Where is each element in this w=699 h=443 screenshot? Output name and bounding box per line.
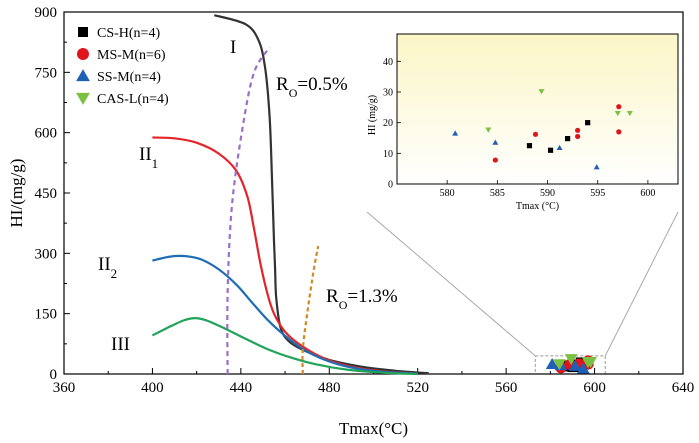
y-tick-label: 450 (35, 186, 58, 202)
inset-y-tick-label: 40 (383, 57, 393, 68)
curve-label-3: II2 (98, 254, 117, 281)
inset-sample-ss-m (492, 139, 499, 145)
connector-right (604, 211, 679, 357)
curve-label-1: I (230, 37, 236, 58)
legend-label-4: CAS-L(n=4) (97, 92, 169, 107)
inset-sample-cs-h (547, 147, 554, 153)
inset-sample-ms-m (532, 131, 539, 137)
inset-x-axis-title: Tmax (°C) (516, 201, 559, 212)
curve-label-2: II1 (139, 144, 158, 171)
sample-ss-m (545, 358, 559, 370)
sample-cas-l (564, 354, 578, 366)
inset-y-tick-label: 0 (388, 180, 393, 191)
inset-sample-ms-m (616, 104, 622, 110)
inset-sample-cas-l (538, 89, 545, 95)
inset-sample-cs-h (526, 143, 533, 149)
curve-ii2 (152, 254, 418, 375)
main-plot-area: 360 400 440 480 520 560 600 6400150300450600750… (7, 5, 694, 438)
x-tick-label: 360 (53, 380, 76, 396)
y-tick-label: 900 (35, 5, 58, 21)
ro-label-2: RO=1.3% (326, 286, 398, 312)
inset-sample-ms-m (492, 157, 498, 163)
sample-ss-m (568, 359, 582, 371)
x-tick-label: 440 (230, 380, 253, 396)
inset-sample-ss-m (556, 144, 563, 151)
inset-sample-cas-l (614, 110, 621, 117)
inset-sample-ss-m (452, 130, 459, 136)
inset-x-tick-label: 585 (490, 188, 505, 199)
main-sample-markers (545, 354, 597, 374)
inset-sample-cas-l (626, 110, 633, 117)
inset-zoom-chart: 580 585 590 595 600 0 10 20 30 40 Tmax (°C) HI (mg/… (367, 28, 682, 212)
ro-line-1 (226, 46, 271, 375)
kerogen-curves (151, 14, 429, 376)
x-tick-label: 600 (583, 380, 606, 396)
x-axis-title: Tmax(°C) (339, 419, 408, 438)
y-tick-label: 0 (50, 367, 58, 383)
inset-x-tick-label: 600 (640, 188, 655, 199)
curve-label-4: III (111, 334, 130, 355)
inset-x-tick-label: 590 (540, 188, 555, 199)
inset-x-tick-label: 595 (590, 188, 605, 199)
iso-reflectance-lines: RO=0.5% RO=1.3% (226, 46, 398, 375)
legend-label-1: CS-H(n=4) (97, 26, 160, 41)
inset-sample-cs-h (565, 136, 571, 142)
y-tick-label: 300 (35, 246, 58, 262)
inset-y-tick-label: 20 (383, 118, 393, 129)
y-tick-label: 750 (35, 65, 58, 81)
x-tick-label: 560 (495, 380, 518, 396)
legend-marker-4 (76, 92, 90, 105)
sample-cas-l (553, 359, 566, 371)
legend-marker-1 (78, 27, 88, 37)
inset-y-axis-title: HI (mg/g) (367, 95, 378, 135)
y-axis-title: HI/(mg/g) (7, 159, 26, 228)
inset-sample-cs-h (585, 120, 591, 126)
inset-x-tick-label: 580 (440, 188, 455, 199)
x-tick-label: 520 (406, 380, 429, 396)
x-tick-label: 640 (672, 380, 695, 396)
inset-frame (396, 33, 679, 185)
ro-label-1: RO=0.5% (276, 74, 348, 100)
inset-y-tick-label: 30 (383, 88, 393, 99)
y-tick-label: 600 (35, 126, 58, 142)
x-tick-label: 480 (318, 380, 341, 396)
zoom-connector-lines (366, 211, 679, 375)
inset-sample-cas-l (485, 127, 492, 133)
inset-sample-ms-m (616, 129, 622, 135)
ro-line-2 (301, 245, 320, 375)
curve-annotations: I II1 II2 III (98, 37, 236, 355)
legend-label-2: MS-M(n=6) (97, 48, 166, 63)
legend-marker-2 (77, 48, 89, 60)
sample-ss-m (576, 362, 590, 374)
legend: CS-H(n=4) MS-M(n=6) SS-M(n=4) CAS-L(n=4) (76, 26, 169, 107)
connector-left (366, 211, 536, 357)
inset-sample-ms-m (575, 133, 581, 140)
inset-y-tick-label: 10 (383, 149, 393, 160)
curve-i (213, 14, 429, 375)
inset-sample-ss-m (593, 164, 600, 170)
curve-iii (151, 316, 418, 376)
inset-sample-ms-m (575, 127, 581, 133)
legend-marker-3 (76, 69, 90, 82)
sample-cas-l (584, 357, 597, 369)
y-tick-label: 150 (35, 307, 58, 323)
x-tick-label: 400 (141, 380, 164, 396)
legend-label-3: SS-M(n=4) (97, 70, 161, 85)
